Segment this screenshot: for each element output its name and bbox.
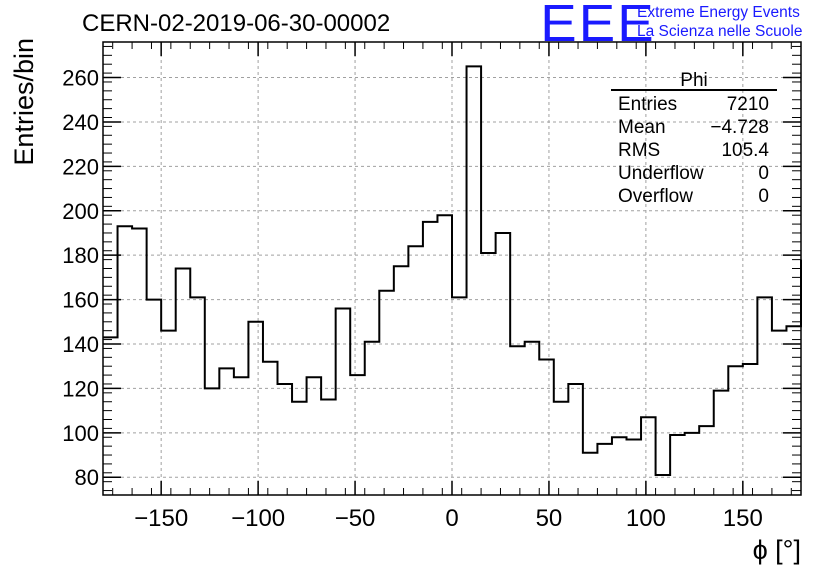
histogram-line — [103, 65, 802, 477]
stats-value-overflow: 0 — [758, 186, 769, 207]
x-tick-label: 0 — [445, 505, 458, 532]
axis-tick-labels: 80 100 120 140 160 180 200 220 240 260 −150 −100 −50… — [62, 66, 763, 532]
stats-box: Phi Entries 7210 Mean −4.728 RMS 105.4 U… — [611, 70, 777, 207]
eee-logo-caption: Extreme Energy Events La Scienza nelle S… — [637, 3, 802, 41]
x-axis-label: ϕ [°] — [753, 535, 801, 565]
stats-label-underflow: Underflow — [618, 163, 704, 184]
y-tick-label: 80 — [75, 465, 99, 490]
stats-value-rms: 105.4 — [721, 140, 769, 161]
x-tick-label: 50 — [536, 505, 563, 532]
stats-label-rms: RMS — [618, 140, 660, 161]
x-tick-label: 150 — [723, 505, 763, 532]
y-axis-label: Entries/bin — [9, 38, 39, 166]
y-tick-label: 160 — [62, 288, 99, 313]
y-tick-label: 180 — [62, 243, 99, 268]
stats-value-entries: 7210 — [727, 94, 769, 115]
y-tick-label: 260 — [62, 66, 99, 91]
stats-box-name: Phi — [680, 70, 707, 91]
axis-ticks — [103, 42, 801, 495]
y-tick-label: 200 — [62, 199, 99, 224]
y-tick-label: 140 — [62, 332, 99, 357]
eee-logo-line1: Extreme Energy Events — [637, 4, 800, 21]
stats-value-underflow: 0 — [758, 163, 769, 184]
stats-value-mean: −4.728 — [710, 117, 769, 138]
y-tick-label: 120 — [62, 376, 99, 401]
chart-title: CERN-02-2019-06-30-00002 — [82, 10, 391, 37]
stats-label-mean: Mean — [618, 117, 666, 138]
x-tick-label: 100 — [626, 505, 666, 532]
x-tick-label: −100 — [231, 505, 285, 532]
x-tick-label: −50 — [335, 505, 376, 532]
y-tick-label: 220 — [62, 154, 99, 179]
x-tick-label: −150 — [134, 505, 188, 532]
y-tick-label: 240 — [62, 110, 99, 135]
stats-label-overflow: Overflow — [618, 186, 693, 207]
stats-label-entries: Entries — [618, 94, 677, 115]
y-tick-label: 100 — [62, 421, 99, 446]
eee-logo-line2: La Scienza nelle Scuole — [637, 23, 803, 40]
